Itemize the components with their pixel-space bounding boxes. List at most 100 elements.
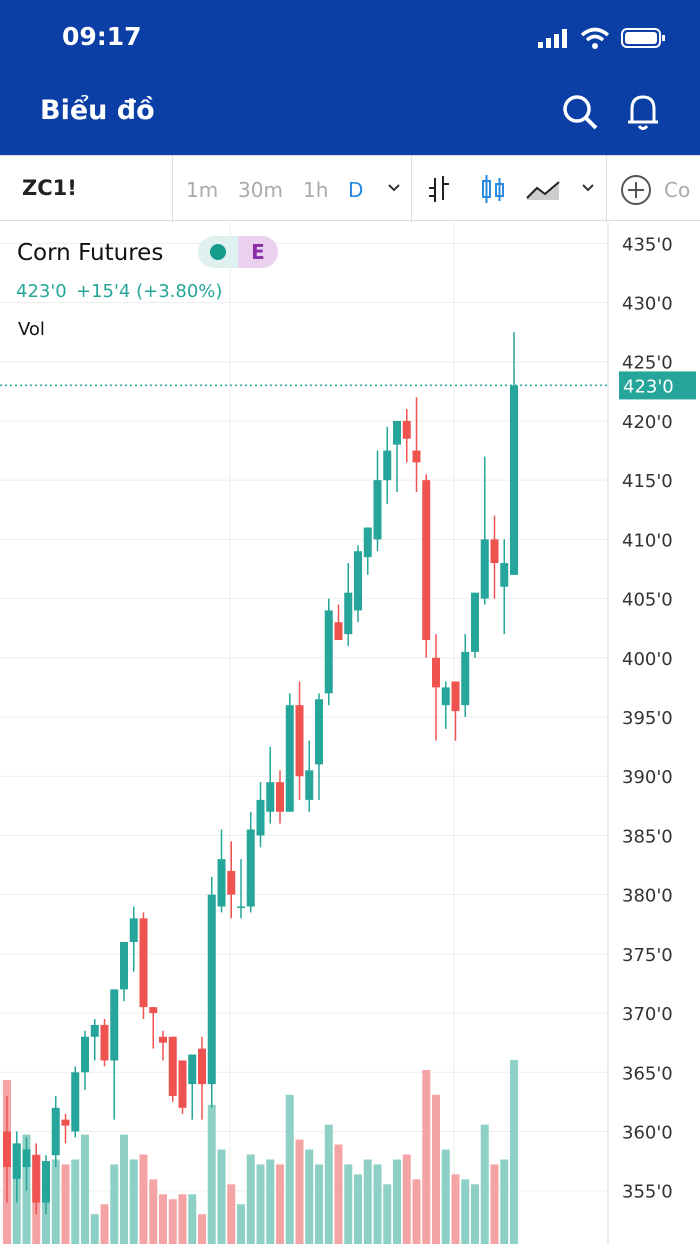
volume-bar	[490, 1164, 499, 1244]
candle-body	[324, 610, 333, 694]
interval-button[interactable]: 1m	[186, 178, 219, 202]
candle-body	[480, 539, 489, 599]
symbol-button[interactable]: ZC1!	[22, 176, 77, 200]
y-tick-label: 375'0	[622, 945, 673, 966]
candle-body	[207, 894, 216, 1085]
volume-bar	[334, 1144, 343, 1244]
badge[interactable]: E	[198, 236, 278, 268]
volume-bar	[178, 1194, 187, 1244]
compare-icon[interactable]	[620, 174, 652, 206]
candle-body	[12, 1143, 21, 1179]
candle	[178, 1060, 187, 1114]
candle-body	[363, 527, 372, 558]
page-title: Biểu đồ	[40, 95, 155, 126]
candle-body	[490, 539, 499, 564]
toolbar: ZC1! 1m 30m 1h D Co	[0, 155, 700, 222]
status-icons	[538, 27, 665, 49]
y-tick-label: 380'0	[622, 886, 673, 907]
y-tick-label: 355'0	[622, 1182, 673, 1203]
volume-label: Vol	[18, 319, 45, 340]
volume-bar	[344, 1164, 353, 1244]
candle-body	[451, 681, 460, 712]
candle	[90, 1018, 99, 1061]
candle	[373, 450, 382, 552]
candle	[422, 474, 431, 658]
volume-bar	[432, 1094, 440, 1244]
volume-bar	[227, 1184, 236, 1244]
candle	[149, 1007, 158, 1049]
candle	[168, 1036, 177, 1102]
volume-bar	[100, 1204, 109, 1244]
candle-body	[461, 651, 470, 706]
candle	[354, 545, 362, 623]
candle-body	[110, 989, 119, 1061]
candle-body	[334, 622, 343, 641]
candle	[42, 1155, 50, 1215]
search-button[interactable]	[560, 92, 600, 132]
candle	[256, 782, 265, 848]
y-tick-label: 430'0	[622, 294, 673, 315]
volume-bar	[188, 1194, 197, 1244]
candle-body	[178, 1060, 187, 1108]
candle	[344, 563, 353, 646]
compare-button[interactable]: Co	[664, 178, 691, 202]
volume-bar	[90, 1214, 99, 1244]
volume-bar	[324, 1124, 333, 1244]
volume-bar	[393, 1159, 401, 1244]
candle	[315, 693, 323, 800]
candle	[188, 1054, 197, 1120]
volume-bar	[237, 1204, 245, 1244]
candle-body	[441, 687, 450, 706]
candle-body	[344, 592, 353, 635]
interval-button[interactable]: 30m	[238, 178, 283, 202]
volume-bar	[471, 1184, 479, 1244]
candle	[461, 634, 470, 718]
y-tick-label: 395'0	[622, 708, 673, 729]
candle-body	[266, 782, 275, 812]
candle	[81, 1030, 89, 1091]
volume-bar	[217, 1149, 226, 1244]
candle-body	[237, 906, 245, 908]
interval-button[interactable]: 1h	[303, 178, 329, 202]
candle	[276, 770, 284, 824]
candle-body	[393, 420, 401, 445]
candle-body	[51, 1107, 60, 1156]
separator	[606, 156, 607, 222]
chart-style-buttons[interactable]	[425, 172, 600, 208]
volume-bar	[168, 1199, 177, 1244]
volume-bar	[61, 1164, 70, 1244]
volume-bar	[441, 1149, 450, 1244]
candle	[402, 409, 411, 463]
candle	[441, 681, 450, 729]
volume-bar	[129, 1159, 138, 1244]
interval-button[interactable]: D	[348, 178, 364, 202]
volume-bar	[305, 1149, 314, 1244]
chart: 355'0 360'0 365'0 370'0 375'0 380'0 385'0 390'0…	[0, 222, 696, 1244]
volume-bar	[354, 1174, 362, 1244]
candle	[51, 1095, 60, 1168]
volume-bar	[315, 1164, 323, 1244]
interval-dropdown[interactable]	[386, 180, 402, 196]
volume-bar	[461, 1179, 470, 1244]
volume-bar	[159, 1194, 167, 1244]
candle	[3, 1095, 11, 1203]
volume-bar	[120, 1134, 128, 1244]
price-label-box	[619, 371, 696, 400]
status-dot	[210, 244, 226, 260]
volume-bar	[71, 1159, 80, 1244]
volume-bar	[256, 1164, 265, 1244]
candle-body	[129, 918, 138, 943]
volume-bar	[81, 1134, 89, 1244]
candle-body	[139, 918, 148, 1008]
candle-body	[227, 870, 236, 895]
volume-bar	[422, 1069, 431, 1244]
y-tick-label: 405'0	[622, 590, 673, 611]
candle	[159, 1030, 167, 1061]
alerts-button[interactable]	[624, 92, 664, 132]
candle	[383, 426, 392, 504]
candle-body	[32, 1155, 41, 1203]
candle-body	[61, 1119, 70, 1126]
candle-body	[510, 385, 518, 575]
candle-body	[71, 1072, 80, 1132]
candle	[61, 1113, 70, 1144]
